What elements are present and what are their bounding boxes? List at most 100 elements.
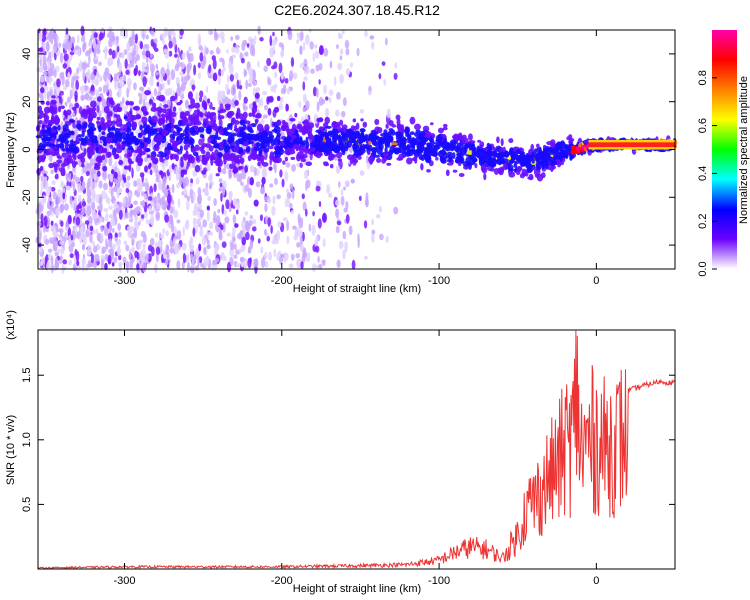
heatmap-band-cell bbox=[384, 142, 391, 148]
heatmap-noise-cell bbox=[64, 34, 70, 41]
heatmap-band-cell bbox=[301, 140, 307, 146]
heatmap-noise-cell bbox=[342, 249, 346, 260]
heatmap-noise-cell bbox=[70, 241, 75, 248]
colorbar-scale bbox=[712, 30, 737, 269]
heatmap-noise-cell bbox=[218, 178, 223, 183]
heatmap-noise-cell bbox=[75, 45, 80, 50]
heatmap-noise-cell bbox=[232, 214, 237, 225]
heatmap-noise-cell bbox=[199, 52, 204, 62]
heatmap-band-cell bbox=[400, 134, 405, 142]
heatmap-noise-cell bbox=[145, 50, 151, 58]
heatmap-noise-cell bbox=[57, 188, 62, 198]
heatmap-noise-cell bbox=[178, 86, 182, 93]
heatmap-noise-cell bbox=[371, 229, 376, 235]
heatmap-noise-cell bbox=[222, 168, 227, 175]
heatmap-noise-cell bbox=[56, 78, 61, 88]
heatmap-noise-cell bbox=[75, 75, 80, 80]
heatmap-band-cell bbox=[515, 169, 521, 176]
heatmap-band-cell bbox=[450, 159, 454, 165]
heatmap-noise-cell bbox=[306, 252, 311, 263]
heatmap-band-cell bbox=[440, 157, 447, 164]
heatmap-band-cell bbox=[479, 141, 485, 148]
heatmap-band-cell bbox=[452, 152, 456, 160]
heatmap-band-cell bbox=[244, 165, 249, 173]
heatmap-noise-cell bbox=[56, 97, 60, 108]
heatmap-noise-cell bbox=[72, 112, 76, 118]
heatmap-noise-cell bbox=[69, 195, 73, 205]
heatmap-noise-cell bbox=[230, 241, 235, 251]
heatmap-noise-cell bbox=[226, 261, 232, 273]
heatmap-noise-cell bbox=[341, 29, 345, 35]
heatmap-band-cell bbox=[550, 141, 556, 149]
heatmap-noise-cell bbox=[286, 235, 290, 245]
heatmap-band-cell bbox=[51, 115, 55, 121]
heatmap-band-cell bbox=[261, 130, 269, 138]
heatmap-band-cell bbox=[38, 119, 43, 125]
heatmap-band-cell bbox=[261, 176, 266, 185]
heatmap-band-cell bbox=[126, 126, 130, 134]
heatmap-band-cell bbox=[559, 152, 567, 159]
heatmap-noise-cell bbox=[105, 212, 109, 223]
heatmap-noise-cell bbox=[257, 60, 260, 68]
heatmap-band-cell bbox=[384, 146, 388, 155]
heatmap-band-cell bbox=[251, 153, 258, 161]
heatmap-noise-cell bbox=[124, 105, 127, 115]
heatmap-carrier-core bbox=[588, 142, 675, 148]
heatmap-band-cell bbox=[217, 109, 222, 114]
heatmap-noise-cell bbox=[301, 193, 305, 200]
snr-x-axis-label: Height of straight line (km) bbox=[293, 583, 421, 595]
heatmap-noise-cell bbox=[214, 243, 220, 252]
heatmap-noise-cell bbox=[316, 264, 319, 269]
heatmap-band-cell bbox=[252, 105, 257, 109]
heatmap-band-cell bbox=[92, 111, 97, 119]
heatmap-band-cell bbox=[301, 127, 307, 136]
heatmap-band-cell bbox=[276, 132, 281, 138]
heatmap-band-cell bbox=[442, 123, 448, 128]
heatmap-band-cell bbox=[209, 116, 214, 122]
heatmap-noise-cell bbox=[358, 195, 362, 201]
heatmap-band-cell bbox=[357, 155, 362, 160]
heatmap-noise-cell bbox=[193, 64, 197, 76]
heatmap-noise-cell bbox=[70, 81, 74, 89]
heatmap-band-cell bbox=[250, 123, 257, 128]
heatmap-noise-cell bbox=[394, 62, 398, 69]
heatmap-noise-cell bbox=[383, 79, 387, 86]
heatmap-noise-cell bbox=[279, 96, 284, 104]
heatmap-noise-cell bbox=[128, 36, 134, 47]
heatmap-band-cell bbox=[290, 127, 296, 134]
heatmap-band-cell bbox=[179, 99, 183, 104]
heatmap-noise-cell bbox=[350, 178, 355, 184]
heatmap-band-cell bbox=[39, 129, 43, 137]
heatmap-band-cell bbox=[141, 151, 146, 156]
heatmap-band-cell bbox=[201, 143, 207, 148]
heatmap-band-cell bbox=[249, 129, 254, 134]
heatmap-noise-cell bbox=[181, 261, 185, 269]
heatmap-band-cell bbox=[251, 110, 256, 118]
heatmap-band-cell bbox=[276, 95, 281, 102]
heatmap-noise-cell bbox=[43, 215, 48, 227]
heatmap-noise-cell bbox=[50, 27, 55, 39]
heatmap-noise-cell bbox=[152, 41, 157, 50]
heatmap-band-cell bbox=[176, 137, 180, 141]
heatmap-noise-cell bbox=[244, 231, 250, 241]
heatmap-band-cell bbox=[390, 142, 398, 146]
heatmap-band-cell bbox=[83, 147, 87, 156]
heatmap-noise-cell bbox=[323, 47, 329, 57]
heatmap-noise-cell bbox=[384, 37, 388, 46]
heatmap-noise-cell bbox=[290, 57, 295, 68]
heatmap-noise-cell bbox=[136, 251, 140, 261]
snr-multiplier-label: (x10⁴) bbox=[5, 310, 17, 340]
heatmap-noise-cell bbox=[253, 199, 259, 207]
heatmap-noise-cell bbox=[339, 55, 343, 61]
heatmap-noise-cell bbox=[303, 65, 308, 76]
heatmap-noise-cell bbox=[202, 219, 208, 228]
heatmap-noise-cell bbox=[201, 236, 207, 246]
heatmap-band-cell bbox=[371, 139, 376, 145]
heatmap-noise-cell bbox=[69, 253, 74, 259]
heatmap-noise-cell bbox=[226, 232, 231, 237]
heatmap-band-cell bbox=[246, 133, 254, 141]
heatmap-noise-cell bbox=[371, 232, 375, 243]
heatmap-noise-cell bbox=[192, 191, 196, 202]
heatmap-noise-cell bbox=[244, 211, 249, 216]
heatmap-band-cell bbox=[77, 134, 83, 138]
